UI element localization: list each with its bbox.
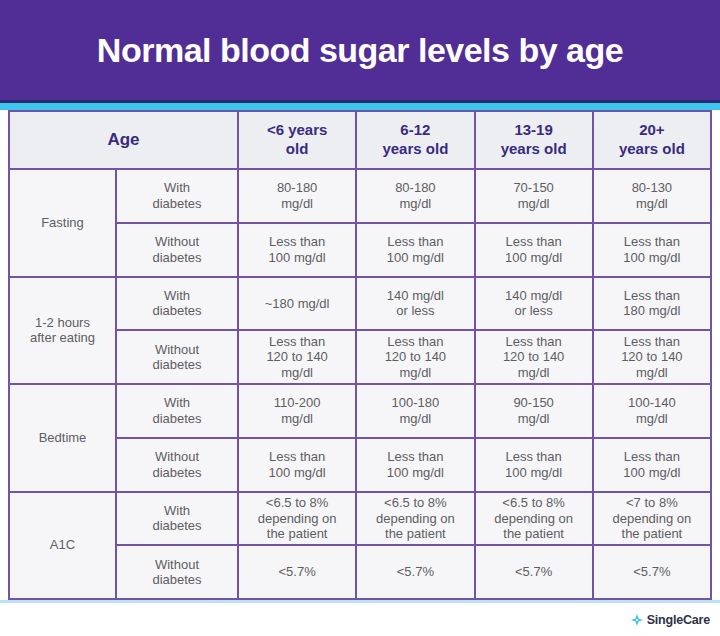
value-cell: Less than 100 mg/dl bbox=[594, 224, 710, 276]
value-cell: Less than 120 to 140 mg/dl bbox=[357, 331, 473, 383]
row-label-with-diabetes: With diabetes bbox=[117, 278, 237, 330]
category-cell-fasting: Fasting bbox=[10, 170, 115, 276]
col-header-20-plus: 20+ years old bbox=[594, 112, 710, 168]
value-cell: 80-180 mg/dl bbox=[239, 170, 355, 222]
value-cell: 80-130 mg/dl bbox=[594, 170, 710, 222]
blood-sugar-table: Age <6 years old 6-12 years old 13-19 ye… bbox=[8, 110, 712, 600]
brand-name: SingleCare bbox=[647, 613, 710, 627]
col-header-6-12: 6-12 years old bbox=[357, 112, 473, 168]
age-header-cell: Age bbox=[10, 112, 237, 168]
value-cell: <6.5 to 8% depending on the patient bbox=[239, 493, 355, 545]
value-cell: <5.7% bbox=[239, 546, 355, 598]
value-cell: 90-150 mg/dl bbox=[476, 385, 592, 437]
row-label-without-diabetes: Without diabetes bbox=[117, 546, 237, 598]
value-cell: 100-180 mg/dl bbox=[357, 385, 473, 437]
col-header-under-6: <6 years old bbox=[239, 112, 355, 168]
value-cell: Less than 100 mg/dl bbox=[476, 224, 592, 276]
value-cell: <7 to 8% depending on the patient bbox=[594, 493, 710, 545]
row-label-with-diabetes: With diabetes bbox=[117, 493, 237, 545]
value-cell: Less than 100 mg/dl bbox=[476, 439, 592, 491]
value-cell: Less than 100 mg/dl bbox=[357, 439, 473, 491]
value-cell: 110-200 mg/dl bbox=[239, 385, 355, 437]
value-cell: Less than 180 mg/dl bbox=[594, 278, 710, 330]
value-cell: <5.7% bbox=[357, 546, 473, 598]
value-cell: 80-180 mg/dl bbox=[357, 170, 473, 222]
value-cell: 140 mg/dl or less bbox=[357, 278, 473, 330]
row-label-with-diabetes: With diabetes bbox=[117, 170, 237, 222]
value-cell: Less than 100 mg/dl bbox=[239, 439, 355, 491]
value-cell: <5.7% bbox=[476, 546, 592, 598]
page-footer: SingleCare bbox=[0, 603, 720, 636]
value-cell: <6.5 to 8% depending on the patient bbox=[357, 493, 473, 545]
value-cell: Less than 120 to 140 mg/dl bbox=[239, 331, 355, 383]
value-cell: 100-140 mg/dl bbox=[594, 385, 710, 437]
col-header-13-19: 13-19 years old bbox=[476, 112, 592, 168]
value-cell: Less than 100 mg/dl bbox=[239, 224, 355, 276]
value-cell: ~180 mg/dl bbox=[239, 278, 355, 330]
value-cell: 70-150 mg/dl bbox=[476, 170, 592, 222]
category-cell-bedtime: Bedtime bbox=[10, 385, 115, 491]
singlecare-burst-icon bbox=[631, 614, 643, 626]
value-cell: <5.7% bbox=[594, 546, 710, 598]
row-label-without-diabetes: Without diabetes bbox=[117, 439, 237, 491]
page-title: Normal blood sugar levels by age bbox=[97, 31, 623, 70]
header-cyan-divider bbox=[0, 103, 720, 110]
value-cell: Less than 100 mg/dl bbox=[357, 224, 473, 276]
value-cell: Less than 100 mg/dl bbox=[594, 439, 710, 491]
value-cell: <6.5 to 8% depending on the patient bbox=[476, 493, 592, 545]
page-header: Normal blood sugar levels by age bbox=[0, 0, 720, 100]
category-cell-after-eating: 1-2 hours after eating bbox=[10, 278, 115, 384]
row-label-with-diabetes: With diabetes bbox=[117, 385, 237, 437]
category-cell-a1c: A1C bbox=[10, 493, 115, 599]
singlecare-logo: SingleCare bbox=[631, 613, 710, 627]
value-cell: Less than 120 to 140 mg/dl bbox=[594, 331, 710, 383]
value-cell: 140 mg/dl or less bbox=[476, 278, 592, 330]
row-label-without-diabetes: Without diabetes bbox=[117, 331, 237, 383]
value-cell: Less than 120 to 140 mg/dl bbox=[476, 331, 592, 383]
row-label-without-diabetes: Without diabetes bbox=[117, 224, 237, 276]
